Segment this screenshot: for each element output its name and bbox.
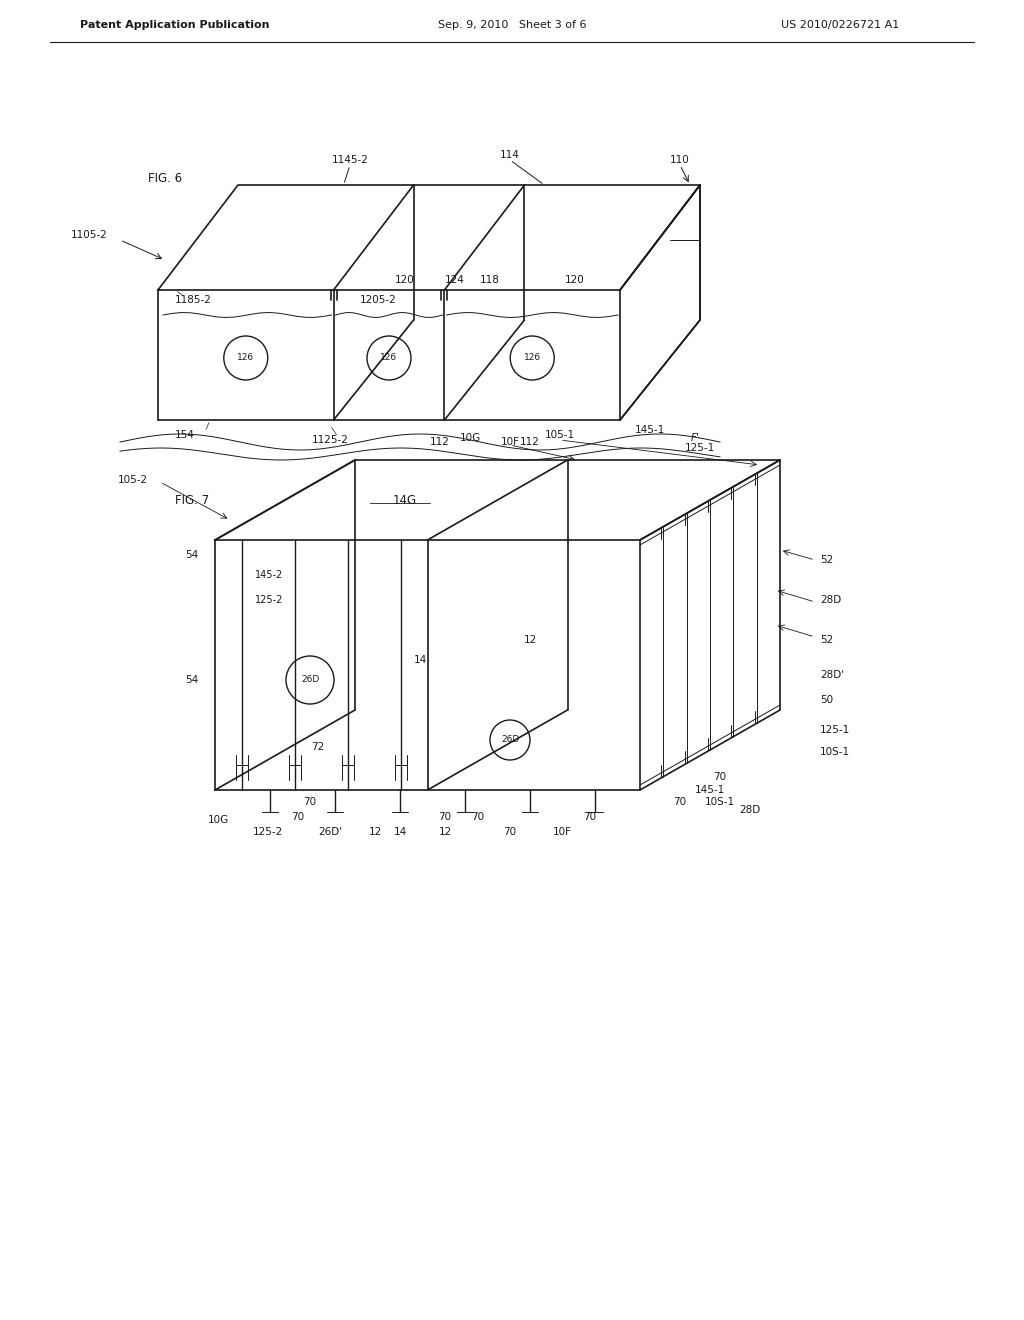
Text: US 2010/0226721 A1: US 2010/0226721 A1 (781, 20, 899, 30)
Text: 14: 14 (414, 655, 427, 665)
Text: 1205-2: 1205-2 (360, 294, 396, 305)
Text: 124: 124 (445, 275, 465, 285)
Text: 112: 112 (430, 437, 450, 447)
Text: 118: 118 (480, 275, 500, 285)
Text: 10S-1: 10S-1 (820, 747, 850, 756)
Text: 126: 126 (523, 354, 541, 363)
Text: 105-2: 105-2 (118, 475, 148, 484)
Text: 114: 114 (500, 150, 520, 160)
Text: 10G: 10G (460, 433, 480, 444)
Text: F': F' (690, 433, 699, 444)
Text: 145-1: 145-1 (695, 785, 725, 795)
Text: 14G: 14G (393, 494, 417, 507)
Text: 52: 52 (820, 635, 834, 645)
Text: Patent Application Publication: Patent Application Publication (80, 20, 269, 30)
Text: 110: 110 (670, 154, 690, 165)
Text: 70: 70 (303, 797, 316, 807)
Text: 112: 112 (520, 437, 540, 447)
Text: 12: 12 (438, 828, 452, 837)
Text: 26D: 26D (301, 676, 319, 685)
Text: 54: 54 (185, 550, 199, 560)
Text: 54: 54 (185, 675, 199, 685)
Text: 28D': 28D' (820, 671, 844, 680)
Text: FIG. 6: FIG. 6 (148, 172, 182, 185)
Text: 28D: 28D (739, 805, 761, 814)
Text: 145-2: 145-2 (255, 570, 284, 579)
Text: 1185-2: 1185-2 (175, 294, 212, 305)
Text: 10G: 10G (208, 814, 228, 825)
Text: 70: 70 (674, 797, 686, 807)
Text: 125-1: 125-1 (820, 725, 850, 735)
Text: 10S-1: 10S-1 (705, 797, 735, 807)
Text: 125-2: 125-2 (255, 595, 284, 605)
Text: Sep. 9, 2010   Sheet 3 of 6: Sep. 9, 2010 Sheet 3 of 6 (437, 20, 587, 30)
Text: 126: 126 (238, 354, 254, 363)
Text: 1145-2: 1145-2 (332, 154, 369, 165)
Text: 1105-2: 1105-2 (72, 230, 108, 240)
Text: 70: 70 (438, 812, 452, 822)
Text: 120: 120 (565, 275, 585, 285)
Text: 10F: 10F (501, 437, 519, 447)
Text: 125-1: 125-1 (685, 444, 715, 453)
Text: 1125-2: 1125-2 (311, 436, 348, 445)
Text: 70: 70 (471, 812, 484, 822)
Text: 26D: 26D (501, 735, 519, 744)
Text: 105-1: 105-1 (545, 430, 575, 440)
Text: 12: 12 (369, 828, 382, 837)
Text: 120: 120 (395, 275, 415, 285)
Text: 70: 70 (292, 812, 304, 822)
Text: 154: 154 (175, 430, 195, 440)
Text: 125-2: 125-2 (253, 828, 283, 837)
Text: 28D: 28D (820, 595, 842, 605)
Text: 10F: 10F (553, 828, 571, 837)
Text: FIG. 7: FIG. 7 (175, 494, 209, 507)
Text: 12: 12 (523, 635, 537, 645)
Text: 70: 70 (584, 812, 597, 822)
Text: 70: 70 (714, 772, 727, 781)
Text: 126: 126 (381, 354, 397, 363)
Text: 52: 52 (820, 554, 834, 565)
Text: 50: 50 (820, 696, 834, 705)
Text: 14: 14 (393, 828, 407, 837)
Text: 70: 70 (504, 828, 516, 837)
Text: 26D': 26D' (317, 828, 342, 837)
Text: 72: 72 (311, 742, 325, 752)
Text: 145-1: 145-1 (635, 425, 666, 436)
